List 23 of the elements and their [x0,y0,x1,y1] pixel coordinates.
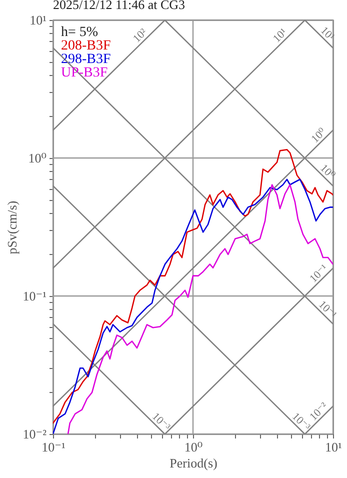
y-tick-label: 10¹ [30,12,47,28]
y-tick-label: 10⁰ [28,150,46,166]
annotation: 10¹ [270,26,290,46]
text: 298-B3F [61,52,111,67]
x-tick-label: 10¹ [325,440,342,454]
text: UP-B3F [61,66,108,80]
x-axis-title: Period(s) [170,456,218,470]
annotation: 10⁻¹ [316,298,339,322]
annotation: 10⁻³ [149,410,173,434]
text: 208-B3F [61,38,111,54]
annotation: 10⁻² [308,400,331,424]
annotation: 10⁰ [309,126,330,146]
annotation: 10² [130,26,150,46]
y-tick-label: 10⁻¹ [22,288,47,304]
annotation: 10⁻¹ [308,262,330,286]
annotation: h= 5% [61,25,98,40]
chart-title: 2025/12/12 11:46 at CG3 [53,0,186,12]
annotation: 10¹ [318,24,337,44]
y-tick-label: 10⁻² [22,426,47,442]
y-axis-title: pSv(cm/s) [4,200,20,254]
x-tick-label: 10⁰ [184,440,203,454]
annotation: 10⁰ [318,162,338,182]
x-tick-label: 10⁻¹ [42,440,66,454]
